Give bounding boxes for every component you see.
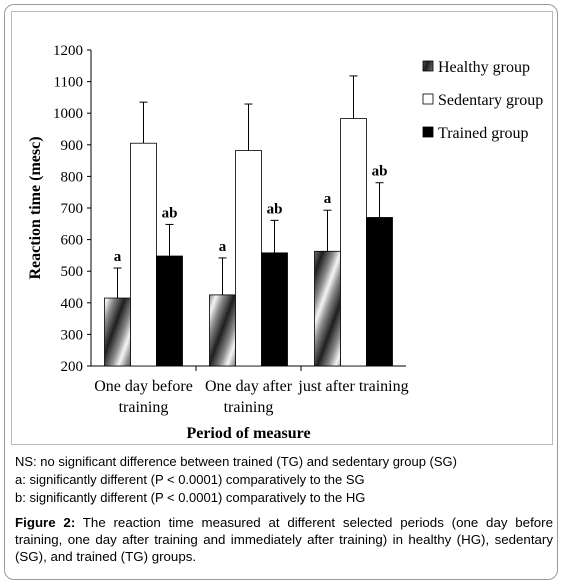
bar-trained-group (261, 252, 288, 367)
x-tick-label: training (119, 399, 169, 416)
x-tick-label: One day after (205, 378, 293, 395)
x-tick-label: just after training (297, 378, 408, 395)
bar-trained-group (366, 217, 393, 367)
figure-caption: Figure 2: The reaction time measured at … (15, 514, 553, 565)
y-tick-label: 1100 (54, 75, 83, 91)
legend: Healthy group Sedentary group Trained grou… (422, 59, 543, 142)
y-tick-label: 600 (61, 233, 84, 249)
y-axis-label: Reaction time (mesc) (27, 136, 44, 279)
y-tick-label: 800 (61, 169, 84, 185)
x-tick-label: One day before (94, 378, 193, 395)
y-tick-label: 1200 (53, 43, 83, 59)
bar-sedentary-group (235, 150, 262, 367)
caption-text: The reaction time measured at different … (15, 515, 553, 564)
y-tick-label: 400 (61, 296, 84, 312)
legend-label: Sedentary group (438, 92, 543, 109)
y-tick-label: 300 (61, 327, 84, 343)
x-axis-label: Period of measure (186, 425, 310, 442)
legend-label: Healthy group (438, 59, 530, 76)
legend-label: Trained group (438, 125, 529, 142)
bar-healthy-group (104, 297, 131, 367)
significance-label: ab (162, 205, 178, 221)
note-a: a: significantly different (P < 0.0001) … (15, 472, 365, 487)
note-ns: NS: no significant difference between tr… (15, 454, 457, 469)
bar-trained-group (156, 255, 183, 367)
significance-label: a (219, 239, 227, 255)
y-tick-label: 500 (61, 264, 84, 280)
x-tick-label: training (224, 399, 274, 416)
bar-sedentary-group (340, 118, 367, 367)
bars (104, 75, 393, 367)
y-tick-label: 900 (61, 138, 84, 154)
bar-sedentary-group (130, 142, 157, 367)
note-b: b: significantly different (P < 0.0001) … (15, 490, 366, 505)
notes: NS: no significant difference between tr… (15, 453, 555, 507)
significance-label: ab (267, 201, 283, 217)
caption-label: Figure 2: (15, 515, 76, 530)
significance-label: a (114, 249, 122, 265)
figure-frame: 200 300 400 500 600 700 800 900 1000 1100 1200 a ab… (4, 4, 558, 580)
bar-healthy-group (209, 294, 236, 367)
legend-swatch (422, 126, 434, 138)
chart-container: 200 300 400 500 600 700 800 900 1000 1100 1200 a ab… (11, 11, 553, 445)
y-tick-label: 200 (61, 359, 84, 375)
significance-label: ab (372, 164, 388, 180)
y-tick-label: 1000 (53, 106, 83, 122)
legend-swatch (422, 93, 434, 105)
bar-chart: 200 300 400 500 600 700 800 900 1000 1100 1200 a ab… (27, 43, 543, 442)
y-tick-label: 700 (61, 201, 84, 217)
bar-healthy-group (314, 250, 341, 367)
significance-label: a (324, 191, 332, 207)
labels: a ab One day before training a ab One day afte… (27, 136, 409, 442)
legend-swatch (422, 60, 434, 72)
axes: 200 300 400 500 600 700 800 900 1000 1100 1200 (53, 43, 406, 375)
